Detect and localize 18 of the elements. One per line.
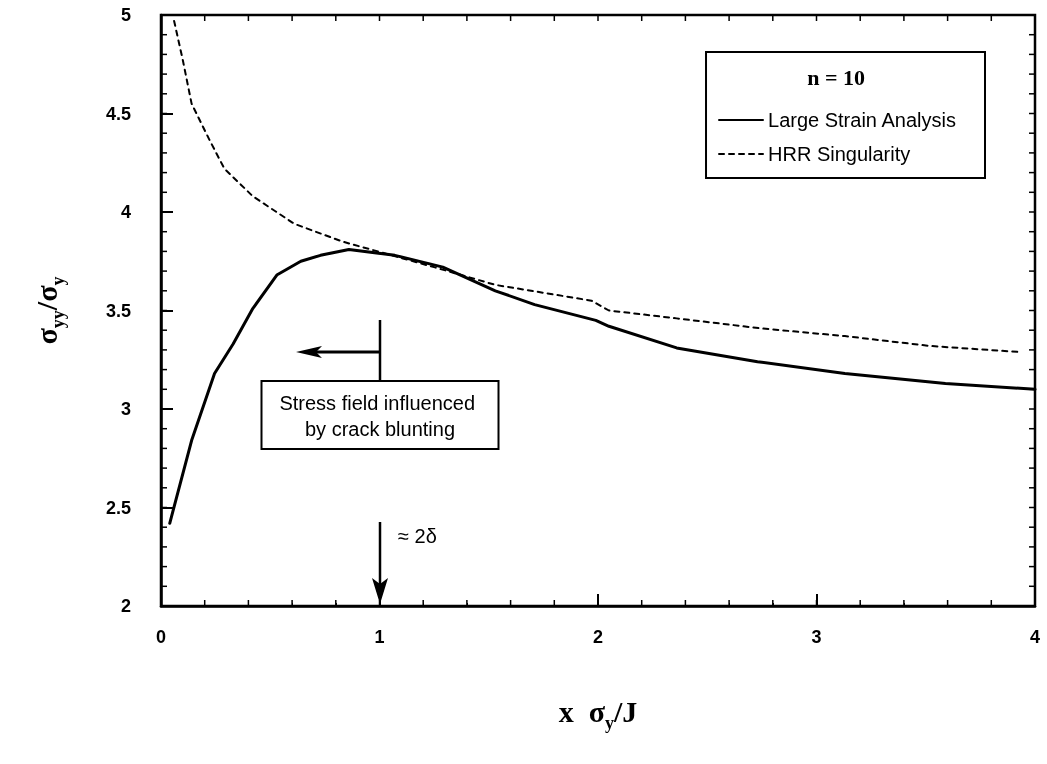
y-tick-label: 4 (120, 202, 131, 222)
x-tick-label: 1 (374, 627, 385, 647)
x-tick-label: 2 (592, 627, 604, 647)
legend-label: Large Strain Analysis (768, 109, 956, 131)
y-tick-label: 2.5 (105, 497, 131, 518)
y-tick-label: 2 (120, 596, 131, 616)
x-tick-label: 3 (811, 627, 822, 647)
legend-label: HRR Singularity (768, 143, 911, 165)
y-tick-label: 4.5 (105, 103, 131, 124)
x-tick-label: 4 (1029, 627, 1041, 647)
x-tick-label: 0 (155, 627, 167, 647)
y-tick-label: 3.5 (105, 300, 131, 321)
annotation: Stress field influenced by crack blunting (279, 392, 481, 440)
y-tick-label: 5 (120, 5, 131, 25)
annotation: ≈ 2δ (398, 525, 437, 547)
y-tick-label: 3 (120, 399, 131, 419)
legend-title: n = 10 (807, 64, 866, 90)
y-axis-title: σyy/σy (29, 276, 68, 345)
